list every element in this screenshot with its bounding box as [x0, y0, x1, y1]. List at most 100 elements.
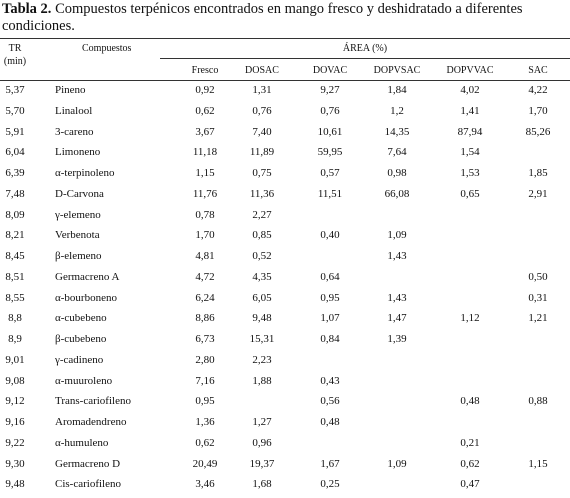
area-value: 0,25 [320, 478, 340, 491]
area-value: 0,62 [460, 457, 480, 470]
area-value: 11,89 [249, 146, 275, 159]
area-value: 2,80 [195, 353, 215, 366]
area-value: 3,67 [195, 125, 215, 138]
column-header: DOPVSAC [373, 65, 421, 76]
area-value: 8,86 [195, 312, 215, 325]
retention-time: 9,48 [5, 478, 25, 491]
retention-time: 5,91 [5, 125, 25, 138]
area-value: 4,22 [528, 84, 548, 96]
compound-name: 3-careno [55, 125, 94, 138]
compound-name: D-Carvona [55, 187, 104, 200]
area-value: 11,76 [192, 187, 218, 200]
area-value: 9,48 [252, 312, 272, 325]
retention-time: 9,22 [5, 436, 25, 449]
area-value: 0,92 [195, 84, 215, 96]
retention-time: 8,9 [8, 333, 22, 345]
area-value: 59,95 [317, 146, 343, 159]
area-rule [160, 58, 570, 59]
area-value: 1,43 [387, 291, 407, 304]
area-value: 1,53 [460, 167, 480, 179]
area-value: 87,94 [457, 125, 483, 138]
caption: Tabla 2. Compuestos terpénicos encontrad… [2, 1, 568, 35]
area-value: 1,15 [195, 167, 215, 179]
area-value: 0,78 [195, 208, 215, 221]
area-value: 1,43 [387, 250, 407, 262]
area-value: 1,36 [195, 416, 215, 428]
area-value: 9,27 [320, 84, 340, 96]
retention-time: 5,37 [5, 84, 25, 96]
area-value: 11,36 [249, 187, 275, 200]
area-value: 4,35 [252, 270, 272, 283]
area-value: 1,88 [252, 374, 272, 387]
header-tr-unit: (min) [3, 56, 27, 67]
compound-name: α-bourboneno [55, 291, 117, 304]
area-value: 1,85 [528, 167, 548, 179]
retention-time: 8,55 [5, 291, 25, 304]
area-value: 0,47 [460, 478, 480, 491]
area-value: 0,62 [195, 436, 215, 449]
caption-text: Compuestos terpénicos encontrados en man… [2, 1, 523, 34]
area-value: 0,43 [320, 374, 340, 387]
area-value: 11,51 [317, 187, 343, 200]
area-value: 1,54 [460, 146, 480, 159]
area-value: 0,76 [252, 104, 272, 117]
area-value: 0,85 [252, 229, 272, 242]
header-rule [0, 80, 570, 81]
area-value: 1,68 [252, 478, 272, 491]
retention-time: 5,70 [5, 104, 25, 117]
area-value: 0,57 [320, 167, 340, 179]
area-value: 0,50 [528, 270, 548, 283]
area-value: 6,05 [252, 291, 272, 304]
compound-name: Limoneno [55, 146, 101, 159]
area-value: 1,84 [387, 84, 407, 96]
compound-name: β-cubebeno [55, 333, 107, 345]
compound-name: α-cubebeno [55, 312, 107, 325]
area-value: 7,64 [387, 146, 407, 159]
area-value: 0,98 [387, 167, 407, 179]
area-value: 1,09 [387, 457, 407, 470]
area-value: 1,2 [390, 104, 404, 117]
column-header: DOVAC [312, 65, 348, 76]
area-value: 7,16 [195, 374, 215, 387]
area-value: 1,21 [528, 312, 548, 325]
area-value: 1,70 [528, 104, 548, 117]
area-value: 14,35 [384, 125, 410, 138]
retention-time: 9,08 [5, 374, 25, 387]
caption-label: Tabla 2. [2, 1, 52, 17]
top-rule [0, 38, 570, 39]
area-value: 0,48 [460, 395, 480, 408]
area-value: 1,31 [252, 84, 272, 96]
area-value: 0,48 [320, 416, 340, 428]
area-value: 11,18 [192, 146, 218, 159]
area-value: 0,88 [528, 395, 548, 408]
compound-name: β-elemeno [55, 250, 102, 262]
area-value: 0,95 [320, 291, 340, 304]
retention-time: 8,51 [5, 270, 25, 283]
compound-name: Aromadendreno [55, 416, 127, 428]
area-value: 0,75 [252, 167, 272, 179]
retention-time: 6,39 [5, 167, 25, 179]
area-value: 85,26 [525, 125, 551, 138]
area-value: 10,61 [317, 125, 343, 138]
area-value: 1,67 [320, 457, 340, 470]
area-value: 6,24 [195, 291, 215, 304]
area-value: 15,31 [249, 333, 275, 345]
area-value: 2,23 [252, 353, 272, 366]
retention-time: 6,04 [5, 146, 25, 159]
area-value: 4,81 [195, 250, 215, 262]
area-value: 0,40 [320, 229, 340, 242]
area-value: 0,96 [252, 436, 272, 449]
header-tr: TR [8, 43, 22, 54]
area-value: 2,91 [528, 187, 548, 200]
area-value: 0,31 [528, 291, 548, 304]
area-value: 0,95 [195, 395, 215, 408]
area-value: 4,02 [460, 84, 480, 96]
area-value: 1,09 [387, 229, 407, 242]
compound-name: Pineno [55, 84, 86, 96]
retention-time: 9,12 [5, 395, 25, 408]
compound-name: Germacreno A [55, 270, 120, 283]
compound-name: γ-cadineno [55, 353, 104, 366]
area-value: 4,72 [195, 270, 215, 283]
area-value: 0,76 [320, 104, 340, 117]
column-header: DOSAC [245, 65, 279, 76]
